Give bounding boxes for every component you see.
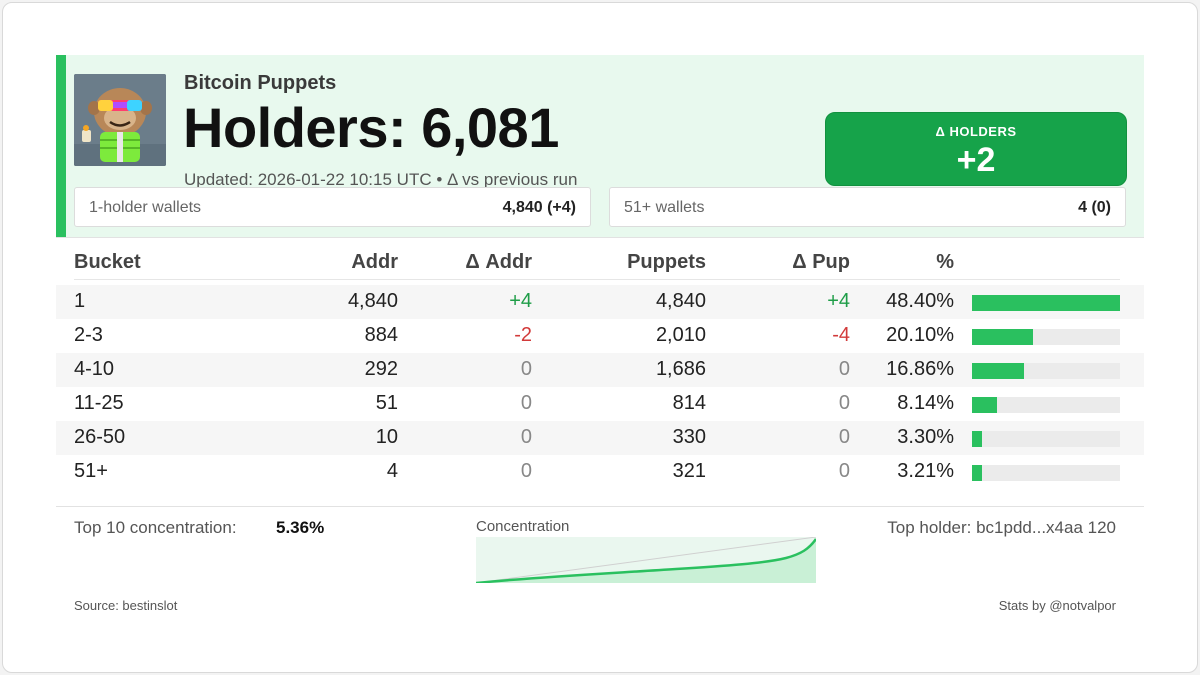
stat-value: 4 (0) [1078, 199, 1111, 216]
accent-bar [56, 55, 66, 237]
cell-puppets: 814 [672, 392, 706, 414]
cell-puppets: 321 [672, 460, 706, 482]
top10-value: 5.36% [276, 518, 325, 537]
share-bar-track [972, 363, 1120, 379]
table-row: 2-3 884 -2 2,010 -4 20.10% [56, 319, 1144, 353]
stat-value: 4,840 (+4) [502, 199, 576, 216]
updated-timestamp: Updated: 2026-01-22 10:15 UTC • Δ vs pre… [184, 170, 578, 189]
cell-bucket: 4-10 [74, 358, 115, 380]
cell-percent: 8.14% [897, 392, 954, 414]
cell-addr: 10 [375, 426, 398, 448]
divider [56, 237, 1144, 238]
source-note: Source: bestinslot [74, 598, 178, 613]
cell-addr: 4,840 [347, 290, 398, 312]
divider [74, 279, 1120, 280]
cell-delta-pup: 0 [838, 460, 850, 482]
cell-puppets: 2,010 [655, 324, 706, 346]
cell-addr: 884 [364, 324, 398, 346]
share-bar-track [972, 431, 1120, 447]
cell-delta-pup: 0 [838, 358, 850, 380]
sparkline-line [476, 538, 816, 583]
table-row: 26-50 10 0 330 0 3.30% [56, 421, 1144, 455]
top-holder: Top holder: bc1pdd...x4aa 120 [887, 518, 1116, 537]
stat-label: 1-holder wallets [89, 199, 202, 216]
cell-addr: 51 [375, 392, 398, 414]
delta-holders-badge: Δ HOLDERS +2 [825, 112, 1127, 186]
cell-addr: 4 [386, 460, 398, 482]
cell-puppets: 4,840 [655, 290, 706, 312]
cell-delta-pup: +4 [827, 290, 850, 312]
delta-holders-label: Δ HOLDERS [935, 124, 1017, 139]
cell-delta-addr: +4 [509, 290, 532, 312]
cell-delta-addr: 0 [520, 460, 532, 482]
cell-delta-addr: 0 [520, 392, 532, 414]
cell-bucket: 26-50 [74, 426, 126, 448]
concentration-sparkline [476, 537, 816, 583]
cell-puppets: 330 [672, 426, 706, 448]
cell-delta-pup: -4 [832, 324, 850, 346]
table-header: Bucket Addr Δ Addr Puppets Δ Pup % [74, 251, 1124, 279]
cell-percent: 20.10% [886, 324, 954, 346]
share-bar-track [972, 295, 1120, 311]
stat-label: 51+ wallets [624, 199, 705, 216]
credit-note: Stats by @notvalpor [998, 598, 1116, 613]
share-bar-fill [972, 363, 1024, 379]
column-header-percent: % [936, 251, 954, 273]
cell-delta-addr: 0 [520, 426, 532, 448]
share-bar-fill [972, 431, 983, 447]
cell-delta-addr: -2 [514, 324, 532, 346]
cell-bucket: 1 [74, 290, 86, 312]
collection-name: Bitcoin Puppets [184, 72, 337, 94]
cell-puppets: 1,686 [655, 358, 706, 380]
puppet-monkey-avatar-icon [74, 74, 166, 166]
table-row: 1 4,840 +4 4,840 +4 48.40% [56, 285, 1144, 319]
cell-percent: 48.40% [886, 290, 954, 312]
cell-bucket: 11-25 [74, 392, 124, 414]
one-holder-wallets-box: 1-holder wallets 4,840 (+4) [74, 187, 591, 227]
divider [56, 506, 1144, 507]
cell-delta-pup: 0 [838, 392, 850, 414]
page-title: Holders: 6,081 [183, 96, 559, 159]
column-header-bucket: Bucket [74, 251, 141, 273]
delta-holders-value: +2 [956, 141, 996, 179]
column-header-delta-pup: Δ Pup [792, 251, 850, 273]
cell-percent: 16.86% [886, 358, 954, 380]
cell-delta-pup: 0 [838, 426, 850, 448]
sparkline-equality-line [476, 537, 816, 583]
cell-delta-addr: 0 [520, 358, 532, 380]
table-row: 51+ 4 0 321 0 3.21% [56, 455, 1144, 489]
share-bar-track [972, 397, 1120, 413]
sparkline-area [476, 539, 816, 583]
share-bar-fill [972, 465, 982, 481]
share-bar-fill [972, 329, 1034, 345]
large-wallets-box: 51+ wallets 4 (0) [609, 187, 1126, 227]
cell-percent: 3.21% [897, 460, 954, 482]
cell-addr: 292 [364, 358, 398, 380]
table-row: 4-10 292 0 1,686 0 16.86% [56, 353, 1144, 387]
share-bar-fill [972, 295, 1120, 311]
column-header-puppets: Puppets [627, 251, 706, 273]
cell-bucket: 2-3 [74, 324, 103, 346]
cell-bucket: 51+ [74, 460, 108, 482]
top10-label: Top 10 concentration: [74, 518, 237, 537]
share-bar-track [972, 465, 1120, 481]
column-header-addr: Addr [351, 251, 398, 273]
concentration-label: Concentration [476, 518, 570, 535]
column-header-delta-addr: Δ Addr [465, 251, 532, 273]
share-bar-track [972, 329, 1120, 345]
table-row: 11-25 51 0 814 0 8.14% [56, 387, 1144, 421]
cell-percent: 3.30% [897, 426, 954, 448]
share-bar-fill [972, 397, 997, 413]
